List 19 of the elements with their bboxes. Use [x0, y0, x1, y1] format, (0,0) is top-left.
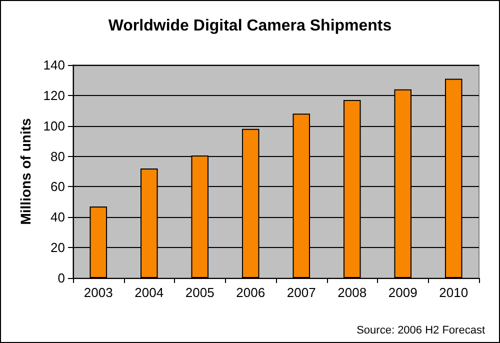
y-tick-label: 0	[58, 270, 65, 286]
y-tick-label: 60	[50, 179, 65, 194]
x-tick-label: 2010	[439, 285, 468, 300]
chart-title: Worldwide Digital Camera Shipments	[108, 18, 392, 34]
x-tick-label: 2005	[185, 285, 214, 300]
x-tick-label: 2009	[388, 285, 418, 300]
y-tick-label: 40	[50, 210, 65, 225]
y-tick-label: 80	[50, 148, 65, 164]
y-axis-title: Millions of units	[17, 118, 34, 225]
x-tick-label: 2007	[286, 285, 316, 300]
x-tick-label: 2004	[134, 285, 164, 300]
y-tick-label: 100	[43, 118, 65, 134]
source-note: Source: 2006 H2 Forecast	[356, 324, 486, 336]
x-tick-label: 2008	[338, 285, 367, 300]
y-tick-label: 120	[43, 88, 65, 103]
x-tick-label: 2006	[236, 285, 266, 300]
y-tick-label: 140	[43, 58, 65, 72]
x-tick-label: 2003	[84, 285, 113, 300]
y-tick-label: 20	[50, 240, 65, 256]
